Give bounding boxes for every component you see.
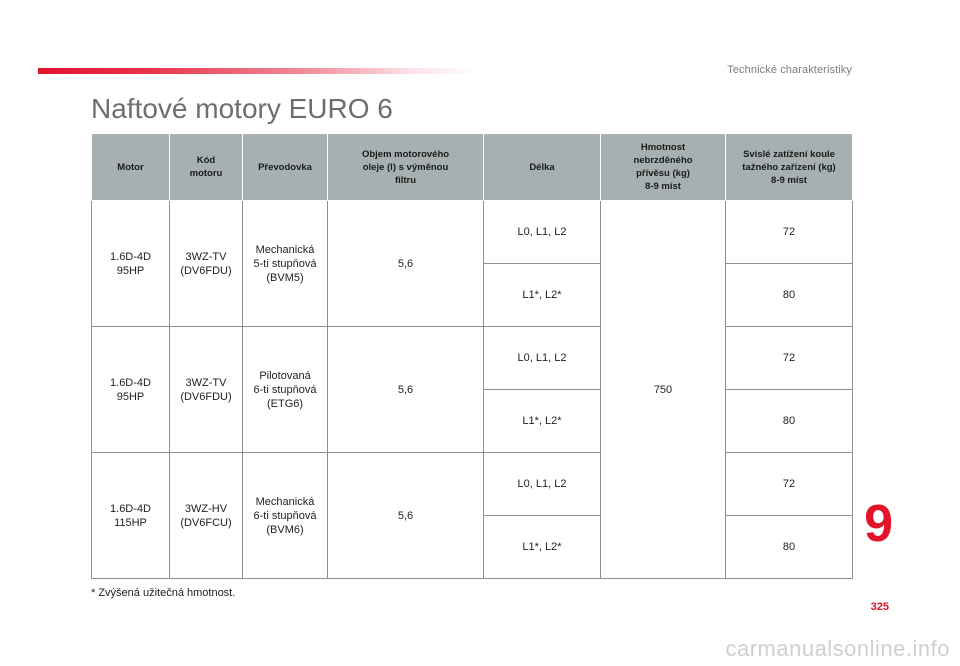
chapter-number: 9 [864, 495, 893, 553]
cell-zatizeni: 72 [725, 200, 853, 264]
cell-zatizeni: 72 [725, 452, 853, 516]
engine-spec-table: Motor Kód motoru Převodovka Objem motorov… [91, 133, 853, 579]
cell-prevodovka: Pilotovaná 6-ti stupňová (ETG6) [242, 326, 328, 453]
section-label: Technické charakteristiky [727, 64, 852, 76]
cell-zatizeni: 72 [725, 326, 853, 390]
table-row: 1.6D-4D 95HP 3WZ-TV (DV6FDU) Mechanická 5-t… [91, 200, 853, 579]
table-header-row: Motor Kód motoru Převodovka Objem motorov… [91, 133, 853, 201]
cell-zatizeni: 80 [725, 263, 853, 327]
cell-zatizeni: 80 [725, 515, 853, 579]
table-row: 1.6D-4D 95HP 3WZ-TV (DV6FDU) Pilotovaná 6-t… [91, 326, 853, 453]
header-objem: Objem motorového oleje (l) s výměnou filtr… [327, 133, 484, 201]
cell-delka: L0, L1, L2 [483, 326, 601, 390]
header-prevodovka: Převodovka [242, 133, 328, 201]
footnote: * Zvýšená užitečná hmotnost. [91, 587, 236, 599]
header-delka: Délka [483, 133, 601, 201]
cell-delka: L0, L1, L2 [483, 200, 601, 264]
page-title: Naftové motory EURO 6 [91, 93, 393, 124]
cell-zatizeni: 80 [725, 389, 853, 453]
header-hmotnost: Hmotnost nebrzděného přívěsu (kg) 8-9 míst [600, 133, 726, 201]
cell-objem: 5,6 [327, 200, 484, 327]
cell-kod: 3WZ-HV (DV6FCU) [169, 452, 243, 579]
cell-kod: 3WZ-TV (DV6FDU) [169, 326, 243, 453]
header-accent-bar [38, 68, 478, 74]
cell-delka: L1*, L2* [483, 263, 601, 327]
header-zatizeni: Svislé zatížení koule tažného zařízení (k… [725, 133, 853, 201]
table-row: L1*, L2* 80 [92, 389, 853, 453]
table-row: 1.6D-4D 115HP 3WZ-HV (DV6FCU) Mechanická 6-… [91, 452, 853, 579]
cell-delka: L1*, L2* [483, 515, 601, 579]
cell-prevodovka: Mechanická 5-ti stupňová (BVM5) [242, 200, 328, 327]
cell-objem: 5,6 [327, 452, 484, 579]
cell-delka: L0, L1, L2 [483, 452, 601, 516]
page-number: 325 [870, 601, 889, 613]
cell-motor: 1.6D-4D 95HP [91, 200, 170, 327]
cell-delka: L1*, L2* [483, 389, 601, 453]
cell-kod: 3WZ-TV (DV6FDU) [169, 200, 243, 327]
cell-motor: 1.6D-4D 95HP [91, 326, 170, 453]
cell-objem: 5,6 [327, 326, 484, 453]
cell-prevodovka: Mechanická 6-ti stupňová (BVM6) [242, 452, 328, 579]
cell-hmotnost: 750 [600, 200, 726, 579]
header-motor: Motor [91, 133, 170, 201]
table-row: L1*, L2* 80 [92, 263, 853, 327]
watermark: carmanualsonline.info [725, 636, 950, 661]
cell-motor: 1.6D-4D 115HP [91, 452, 170, 579]
table-row: L1*, L2* 80 [92, 515, 853, 579]
header-kod: Kód motoru [169, 133, 243, 201]
